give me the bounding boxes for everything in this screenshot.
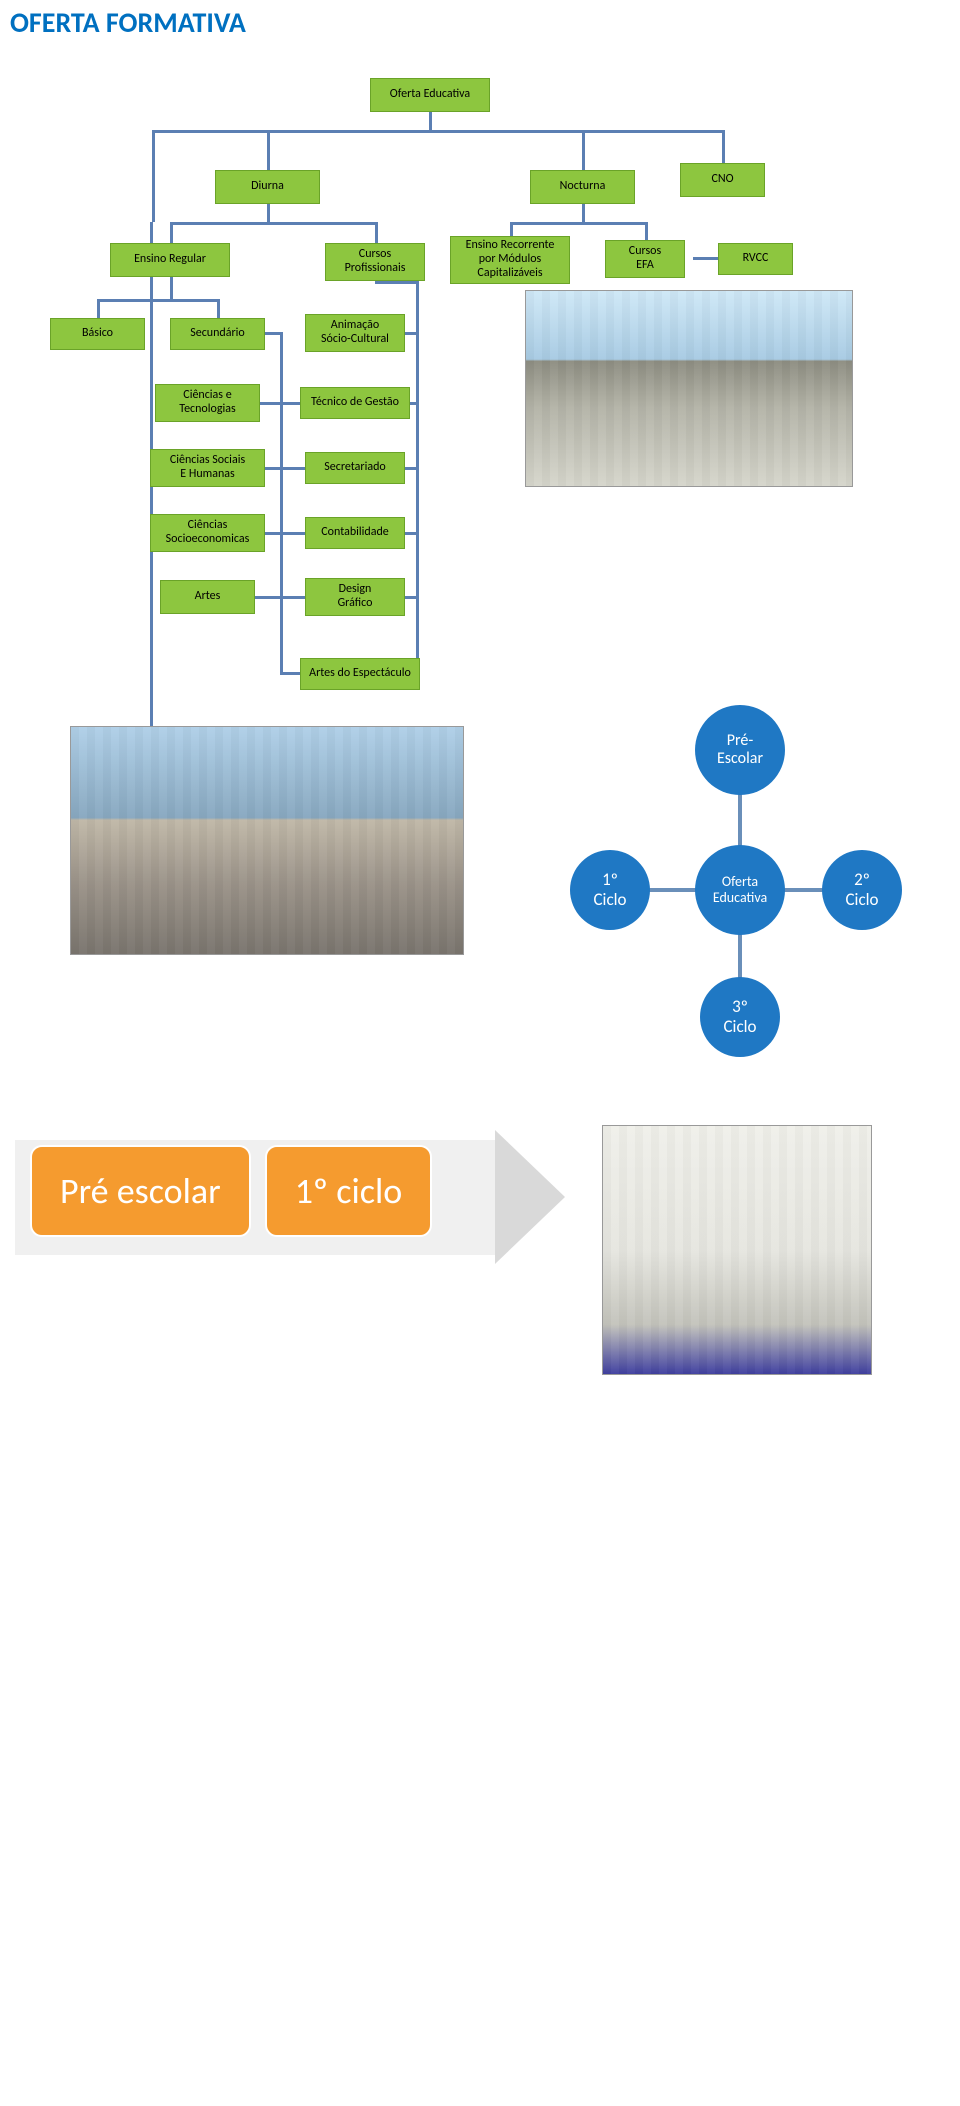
connector	[429, 112, 432, 130]
circle-node-c1: 1ºCiclo	[570, 850, 650, 930]
connector	[410, 402, 419, 405]
building-photo-2	[70, 726, 464, 955]
bottom-pills: Pré escolar 1º ciclo	[30, 1145, 446, 1237]
org-node-efa: CursosEFA	[605, 240, 685, 278]
connector	[375, 222, 378, 243]
org-node-cprof: CursosProfissionais	[325, 243, 425, 281]
building-photo-3	[602, 1125, 872, 1375]
connector	[170, 277, 173, 299]
connector	[280, 332, 283, 675]
org-node-cno: CNO	[680, 163, 765, 197]
circle-connector	[648, 888, 698, 892]
connector	[170, 222, 378, 225]
org-node-anim: AnimaçãoSócio-Cultural	[305, 314, 405, 352]
org-node-root: Oferta Educativa	[370, 78, 490, 112]
connector	[255, 596, 282, 599]
connector	[280, 672, 300, 675]
connector	[152, 130, 725, 133]
connector	[722, 130, 725, 163]
org-node-artes: Artes	[160, 580, 255, 614]
circle-node-off: OfertaEducativa	[695, 845, 785, 935]
connector	[265, 532, 282, 535]
circle-connector	[738, 933, 742, 979]
pill-pre-escolar: Pré escolar	[30, 1145, 251, 1237]
connector	[170, 222, 173, 243]
circle-node-pre: Pré-Escolar	[695, 705, 785, 795]
connector	[267, 130, 270, 170]
connector	[280, 467, 305, 470]
org-node-csoc: Ciências SociaisE Humanas	[150, 449, 265, 487]
connector	[405, 596, 419, 599]
connector	[645, 222, 648, 240]
connector	[405, 467, 419, 470]
connector	[375, 281, 419, 284]
connector	[405, 332, 419, 335]
connector	[260, 402, 282, 405]
page-title: OFERTA FORMATIVA	[0, 0, 960, 50]
org-node-aesp: Artes do Espectáculo	[300, 658, 420, 690]
org-node-ctec: Ciências eTecnologias	[155, 384, 260, 422]
org-node-basico: Básico	[50, 318, 145, 350]
connector	[582, 204, 585, 222]
org-node-nocturna: Nocturna	[530, 170, 635, 204]
connector	[280, 532, 305, 535]
connector	[693, 257, 718, 260]
org-node-erec: Ensino Recorrentepor MódulosCapitalizáve…	[450, 236, 570, 284]
connector	[416, 281, 419, 675]
connector	[405, 532, 419, 535]
connector	[97, 299, 220, 302]
org-node-secret: Secretariado	[305, 452, 405, 484]
org-node-tgest: Técnico de Gestão	[300, 387, 410, 419]
pill-1o-ciclo: 1º ciclo	[265, 1145, 433, 1237]
circle-connector	[738, 793, 742, 847]
connector	[152, 130, 155, 222]
connector	[280, 402, 300, 405]
connector	[265, 467, 282, 470]
org-node-ereg: Ensino Regular	[110, 243, 230, 277]
circle-diagram: Pré-Escolar 1ºCiclo OfertaEducativa 2ºCiclo…	[560, 695, 940, 1055]
connector	[267, 204, 270, 222]
org-node-cont: Contabilidade	[305, 517, 405, 549]
connector	[510, 222, 648, 225]
building-photo-1	[525, 290, 853, 487]
connector	[510, 222, 513, 236]
org-node-dgraf: DesignGráfico	[305, 578, 405, 616]
org-node-diurna: Diurna	[215, 170, 320, 204]
connector	[150, 222, 153, 770]
connector	[582, 130, 585, 170]
circle-connector	[783, 888, 825, 892]
connector	[265, 332, 283, 335]
connector	[97, 299, 100, 318]
org-node-ceco: CiênciasSocioeconomicas	[150, 514, 265, 552]
connector	[280, 596, 305, 599]
connector	[217, 299, 220, 318]
org-node-rvcc: RVCC	[718, 243, 793, 275]
circle-node-c2: 2ºCiclo	[822, 850, 902, 930]
org-node-secund: Secundário	[170, 318, 265, 350]
circle-node-c3: 3ºCiclo	[700, 977, 780, 1057]
